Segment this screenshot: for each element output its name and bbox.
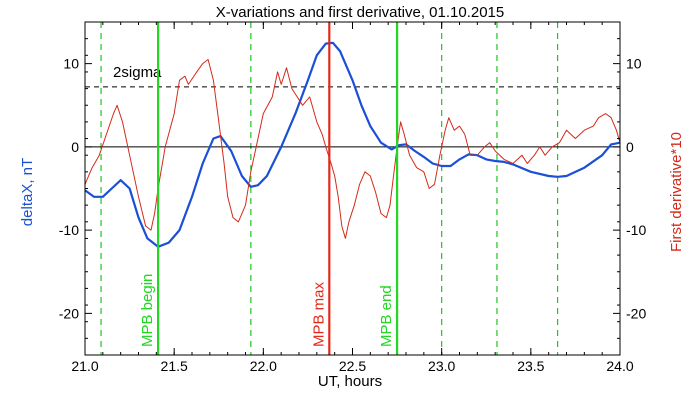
y-tick-label-right-0: -20	[626, 305, 646, 321]
y-tick-label-left-2: 0	[71, 139, 79, 155]
y-axis-title-left: deltaX, nT	[19, 158, 36, 226]
y-tick-label-right-1: -10	[626, 222, 646, 238]
x-tick-label-0: 21.0	[71, 358, 98, 374]
vertical-marker-label-0: MPB begin	[139, 274, 156, 347]
y-tick-label-right-3: 10	[626, 56, 642, 72]
axes-layer: 21.0 21.5 22.0 22.5 23.0 23.5 24.0 -20 -20 -10 -10…	[59, 21, 646, 374]
chart-title: X-variations and first derivative, 01.10…	[216, 4, 505, 21]
x-tick-label-6: 24.0	[606, 358, 633, 374]
y-tick-label-left-0: -20	[59, 305, 79, 321]
plot-frame	[84, 21, 621, 356]
plot-layer: 2sigma MPB begin MPB max MPB end	[84, 22, 621, 355]
y-tick-label-left-3: 10	[63, 56, 79, 72]
y-axis-title-right: First derivative*10	[668, 132, 685, 252]
sigma-label: 2sigma	[113, 64, 162, 81]
y-tick-label-left-1: -10	[59, 222, 79, 238]
x-tick-label-1: 21.5	[161, 358, 188, 374]
series-line-0	[84, 41, 621, 248]
vertical-marker-label-2: MPB end	[378, 285, 395, 347]
y-tick-label-right-2: 0	[626, 139, 634, 155]
x-tick-label-5: 23.5	[517, 358, 544, 374]
x-tick-label-4: 23.0	[428, 358, 455, 374]
series-line-1	[84, 59, 621, 239]
x-tick-label-3: 22.5	[339, 358, 366, 374]
x-axis-title: UT, hours	[318, 373, 382, 390]
x-tick-label-2: 22.0	[250, 358, 277, 374]
vertical-marker-label-1: MPB max	[310, 281, 327, 347]
